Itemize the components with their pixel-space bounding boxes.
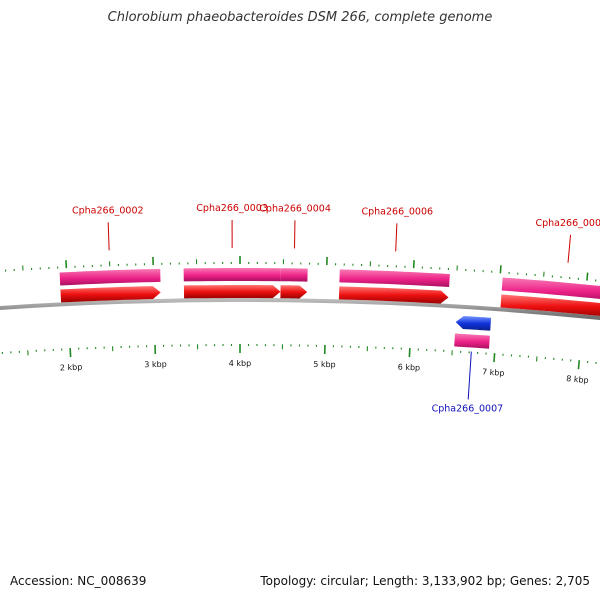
cds-arrow-forward[interactable]	[183, 285, 281, 299]
feature-label[interactable]: Cpha266_0006	[362, 206, 434, 217]
label-leader-line	[107, 222, 110, 251]
genome-backbone	[0, 298, 600, 321]
feature-label[interactable]: Cpha266_0008	[536, 218, 600, 229]
scale-label: 7 kbp	[482, 367, 505, 378]
feature-label[interactable]: Cpha266_0002	[72, 205, 144, 216]
gene-bar[interactable]	[501, 277, 600, 302]
label-leader-line	[467, 351, 472, 400]
scale-label: 5 kbp	[313, 360, 336, 370]
genome-summary: Topology: circular; Length: 3,133,902 bp…	[260, 574, 590, 588]
label-leader-line	[567, 234, 572, 263]
feature-label[interactable]: Cpha266_0007	[432, 403, 504, 414]
tick-mark	[577, 360, 581, 370]
gene-bar[interactable]	[183, 268, 281, 282]
scale-label: 3 kbp	[144, 360, 167, 370]
accession-label: Accession:	[10, 574, 74, 588]
feature-track	[59, 268, 600, 349]
cds-arrow-reverse[interactable]	[455, 316, 492, 331]
cds-arrow-forward[interactable]	[500, 294, 600, 319]
gene-bar[interactable]	[280, 268, 308, 282]
scale-label: 2 kbp	[60, 362, 83, 372]
cds-arrow-forward[interactable]	[60, 286, 161, 303]
gene-bar[interactable]	[339, 269, 450, 287]
feature-label[interactable]: Cpha266_0004	[259, 203, 331, 214]
accession-line: Accession: NC_008639	[10, 574, 146, 588]
upper-tick-track	[4, 256, 597, 282]
accession-value: NC_008639	[77, 574, 147, 588]
label-leader-line	[395, 223, 398, 252]
feature-label[interactable]: Cpha266_0003	[196, 203, 268, 214]
cds-arrow-forward[interactable]	[280, 285, 308, 299]
scale-labels: 2 kbp 3 kbp 4 kbp 5 kbp 6 kbp 7 kbp 8 kbp	[60, 359, 589, 385]
gene-bar[interactable]	[454, 333, 490, 349]
tick-mark	[586, 272, 589, 281]
cds-arrow-forward[interactable]	[338, 286, 449, 304]
gene-bar[interactable]	[59, 268, 161, 286]
scale-label: 4 kbp	[229, 359, 251, 368]
map-title: Chlorobium phaeobacteroides DSM 266, com…	[107, 10, 493, 25]
lower-tick-track	[1, 344, 597, 370]
scale-label: 6 kbp	[398, 362, 421, 372]
tick-mark	[493, 353, 496, 363]
scale-label: 8 kbp	[566, 374, 589, 385]
tick-mark	[499, 265, 502, 274]
